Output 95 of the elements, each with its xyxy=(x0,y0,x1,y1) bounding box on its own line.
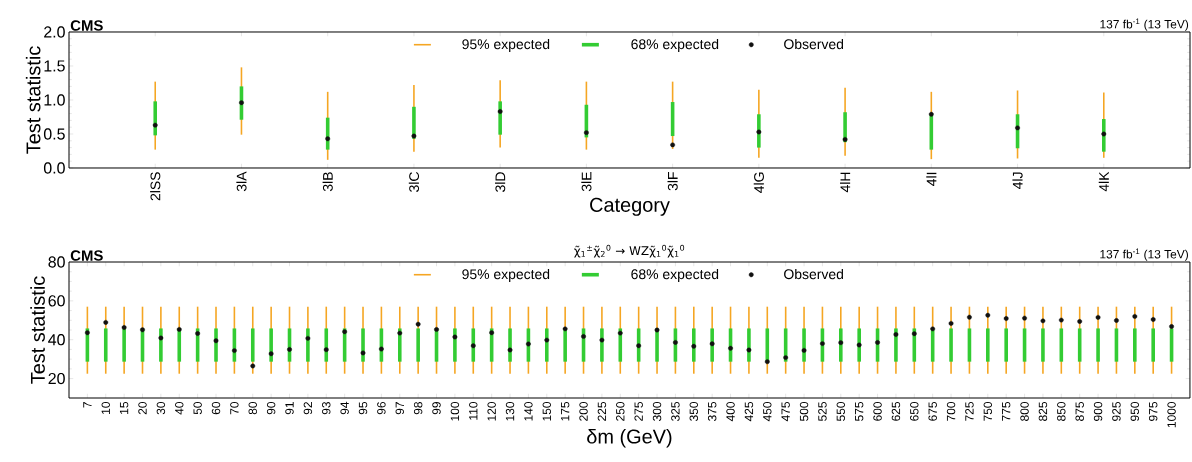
legend-label: 95% expected xyxy=(462,38,550,52)
x-tick-label: 300 xyxy=(652,401,662,422)
x-tick-label: 250 xyxy=(616,401,625,421)
y-tick-label: 40 xyxy=(48,334,65,346)
y-tick-label: 60 xyxy=(48,295,65,307)
x-tick-label: 575 xyxy=(855,402,864,421)
x-tick-label: 3lA xyxy=(236,171,247,192)
x-tick-label: 50 xyxy=(193,401,202,415)
x-tick-label: 7 xyxy=(83,402,92,408)
y-tick-label: 0.0 xyxy=(43,162,65,174)
x-tick-label: 175 xyxy=(560,402,570,421)
y-tick-label: 1.0 xyxy=(44,94,65,106)
x-tick-label: 425 xyxy=(744,402,754,422)
x-tick-label: 350 xyxy=(689,401,699,422)
x-tick-label: 725 xyxy=(965,402,974,421)
x-tick-label: 375 xyxy=(707,402,717,422)
x-tick-label: 95 xyxy=(358,402,368,415)
x-tick-label: 40 xyxy=(175,401,184,415)
text: CMS xyxy=(70,250,103,261)
x-tick-label: 2lSS xyxy=(150,172,161,201)
x-tick-label: 525 xyxy=(818,402,827,421)
x-tick-label: 110 xyxy=(469,401,478,420)
x-tick-label: 30 xyxy=(156,401,166,415)
x-tick-label: 4lG xyxy=(753,172,764,193)
x-tick-label: 925 xyxy=(1112,402,1121,421)
x-tick-label: 200 xyxy=(579,401,588,421)
x-tick-label: 3lF xyxy=(667,172,678,191)
x-tick-label: 600 xyxy=(873,401,882,421)
y-tick-label: 0.5 xyxy=(43,128,65,140)
x-axis-title: δm (GeV) xyxy=(587,428,672,448)
x-tick-label: 550 xyxy=(836,401,846,421)
x-tick-label: 100 xyxy=(450,401,460,421)
x-tick-label: 3lB xyxy=(322,172,333,192)
x-tick-label: 150 xyxy=(542,401,552,421)
x-tick-label: 15 xyxy=(119,402,129,414)
x-tick-label: 130 xyxy=(505,401,515,421)
x-tick-label: 4lJ xyxy=(1012,172,1023,190)
x-tick-label: 4lH xyxy=(840,172,851,193)
x-tick-label: 750 xyxy=(983,401,993,421)
x-tick-label: 4lI xyxy=(926,172,937,186)
y-tick-label: 1.5 xyxy=(44,60,65,72)
x-tick-label: 975 xyxy=(1148,402,1158,421)
text: 137 fb$^{-1}$ (13 TeV) xyxy=(1100,248,1188,261)
x-tick-label: 99 xyxy=(432,402,441,415)
x-tick-label: 120 xyxy=(487,401,496,421)
x-axis-title: Category xyxy=(590,197,670,216)
x-tick-label: 91 xyxy=(285,402,294,415)
legend-label: 68% expected xyxy=(631,38,719,52)
x-tick-label: 675 xyxy=(928,402,937,421)
x-tick-label: 450 xyxy=(763,401,772,422)
y-tick-label: 80 xyxy=(48,256,65,268)
y-tick-label: 2.0 xyxy=(44,26,65,38)
x-tick-label: 3lE xyxy=(581,172,592,192)
x-tick-label: 98 xyxy=(413,402,423,415)
x-tick-label: 775 xyxy=(1002,402,1011,421)
x-tick-label: 875 xyxy=(1075,402,1084,421)
x-tick-label: 900 xyxy=(1093,401,1103,421)
x-tick-label: 3lC xyxy=(408,172,420,192)
legend-label: 95% expected xyxy=(462,268,550,282)
x-tick-label: 800 xyxy=(1020,401,1029,421)
legend-label: Observed xyxy=(784,38,844,50)
x-tick-label: 10 xyxy=(101,401,110,414)
text: CMS xyxy=(70,20,103,31)
legend-label: 68% expected xyxy=(631,268,719,282)
x-tick-label: 950 xyxy=(1130,401,1140,421)
x-tick-label: 3lD xyxy=(495,172,506,192)
x-tick-label: 650 xyxy=(910,401,919,421)
x-tick-label: 92 xyxy=(303,402,313,415)
x-tick-label: 825 xyxy=(1038,402,1048,421)
x-tick-label: 60 xyxy=(211,401,221,415)
y-tick-label: 20 xyxy=(48,372,65,385)
legend-label: Observed xyxy=(784,268,843,280)
x-tick-label: 93 xyxy=(322,402,331,415)
x-tick-label: 80 xyxy=(248,401,257,415)
x-tick-label: 94 xyxy=(340,401,349,415)
x-tick-label: 475 xyxy=(781,402,790,422)
x-tick-label: 70 xyxy=(230,401,239,415)
x-tick-label: 700 xyxy=(946,401,956,421)
x-tick-label: 4lK xyxy=(1098,171,1109,192)
x-tick-label: 850 xyxy=(1057,401,1066,421)
x-tick-label: 140 xyxy=(524,401,533,421)
x-tick-label: 96 xyxy=(377,402,386,415)
x-tick-label: 325 xyxy=(671,402,680,422)
x-tick-label: 400 xyxy=(726,401,735,422)
x-tick-label: 275 xyxy=(634,402,643,421)
text: 137 fb$^{-1}$ (13 TeV) xyxy=(1100,18,1189,31)
x-tick-label: 97 xyxy=(395,402,404,415)
x-tick-label: 1000 xyxy=(1167,401,1176,428)
x-tick-label: 225 xyxy=(597,402,607,421)
x-tick-label: 500 xyxy=(799,401,809,421)
y-axis-title: Test statistic xyxy=(30,276,45,384)
x-tick-label: 20 xyxy=(138,401,147,415)
x-tick-label: 625 xyxy=(891,402,901,421)
y-axis-title: Test statistic xyxy=(25,46,41,154)
x-tick-label: 90 xyxy=(266,401,276,415)
